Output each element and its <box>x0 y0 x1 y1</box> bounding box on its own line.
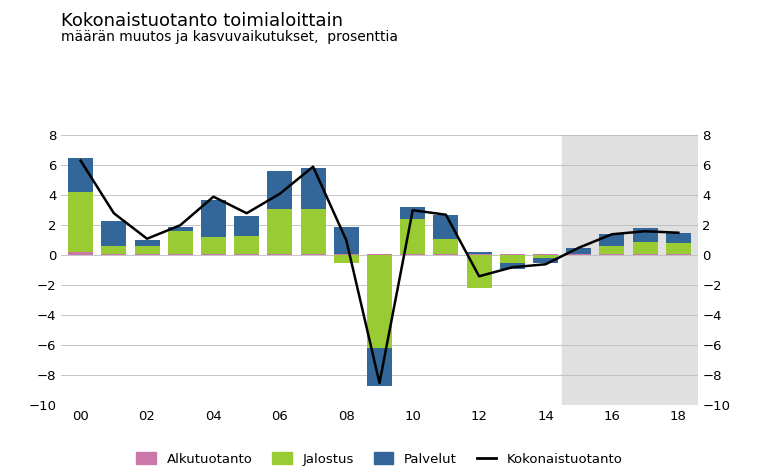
Bar <box>102 221 126 246</box>
Bar <box>301 254 326 255</box>
Bar <box>666 254 691 255</box>
Text: Kokonaistuotanto toimialoittain: Kokonaistuotanto toimialoittain <box>61 12 343 30</box>
Bar <box>68 158 93 192</box>
Legend: Alkutuotanto, Jalostus, Palvelut, Kokonaistuotanto: Alkutuotanto, Jalostus, Palvelut, Kokona… <box>131 447 628 466</box>
Bar <box>533 254 558 255</box>
Bar <box>367 349 392 386</box>
Bar <box>533 258 558 263</box>
Bar <box>467 254 492 255</box>
Bar <box>134 240 159 246</box>
Bar <box>102 246 126 254</box>
Bar <box>68 252 93 255</box>
Bar <box>666 243 691 254</box>
Bar <box>433 239 458 254</box>
Bar <box>500 263 524 269</box>
Bar <box>301 209 326 254</box>
Bar <box>134 246 159 254</box>
Bar <box>566 248 591 254</box>
Bar <box>467 255 492 288</box>
Bar <box>433 215 458 239</box>
Bar <box>633 254 657 255</box>
Bar <box>500 254 524 255</box>
Bar <box>433 254 458 255</box>
Bar <box>400 207 425 219</box>
Bar <box>168 231 193 254</box>
Bar <box>334 254 359 255</box>
Bar <box>562 135 698 405</box>
Bar <box>235 254 259 255</box>
Bar <box>235 216 259 236</box>
Bar <box>201 237 226 254</box>
Bar <box>301 168 326 209</box>
Bar <box>267 171 292 209</box>
Bar <box>533 255 558 258</box>
Bar <box>367 254 392 255</box>
Bar <box>566 254 591 255</box>
Bar <box>334 255 359 263</box>
Bar <box>267 209 292 254</box>
Bar <box>467 252 492 254</box>
Bar <box>600 234 625 246</box>
Bar <box>267 254 292 255</box>
Text: määrän muutos ja kasvuvaikutukset,  prosenttia: määrän muutos ja kasvuvaikutukset, prose… <box>61 30 398 44</box>
Bar <box>666 233 691 243</box>
Bar <box>334 227 359 254</box>
Bar <box>633 242 657 254</box>
Bar <box>102 254 126 255</box>
Bar <box>201 254 226 255</box>
Bar <box>500 255 524 263</box>
Bar <box>168 254 193 255</box>
Bar <box>201 200 226 237</box>
Bar <box>400 219 425 254</box>
Bar <box>600 254 625 255</box>
Bar <box>600 246 625 254</box>
Bar <box>235 236 259 254</box>
Bar <box>367 255 392 349</box>
Bar <box>400 254 425 255</box>
Bar <box>68 192 93 252</box>
Bar <box>134 254 159 255</box>
Bar <box>168 227 193 231</box>
Bar <box>633 228 657 242</box>
